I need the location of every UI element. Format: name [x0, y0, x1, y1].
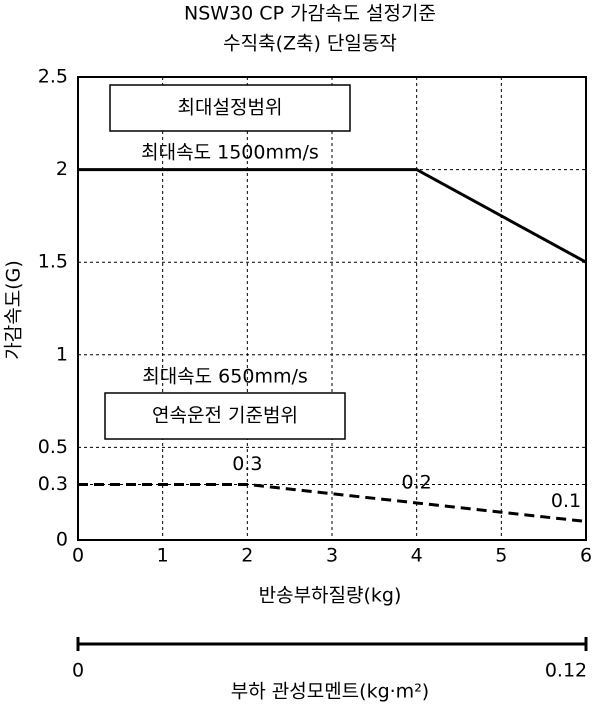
annotation-box [109, 84, 351, 132]
y-tick-label: 0.5 [38, 436, 68, 458]
annotation-box [104, 392, 346, 440]
y-tick-label: 0 [56, 529, 68, 551]
annotation: 최대속도 1500mm/s [141, 142, 319, 164]
y-tick-label: 2.5 [38, 66, 68, 88]
chart-subtitle: 수직축(Z축) 단일동작 [223, 33, 397, 55]
x-tick-label: 1 [157, 545, 169, 567]
annotation: 연속운전 기준범위 [152, 405, 298, 427]
y-axis-title: 가감속도(G) [3, 260, 25, 359]
x-tick-label: 2 [241, 545, 253, 567]
x-tick-label: 4 [411, 545, 423, 567]
data-label: 0.3 [232, 453, 262, 475]
x-tick-label: 6 [580, 545, 592, 567]
x-tick-label: 5 [495, 545, 507, 567]
annotation: 최대설정범위 [178, 97, 283, 119]
data-label: 0.1 [551, 490, 581, 512]
annotation: 최대속도 650mm/s [142, 366, 308, 388]
y-tick-label: 1.5 [38, 251, 68, 273]
x-axis-title: 반송부하질량(kg) [259, 585, 402, 607]
data-label: 0.2 [402, 471, 432, 493]
x-tick-label: 0 [72, 545, 84, 567]
y-tick-label: 1 [56, 343, 68, 365]
series-line [78, 482, 587, 523]
plot-frame [77, 76, 587, 541]
chart-title: NSW30 CP 가감속도 설정기준 [184, 3, 436, 25]
series-line [78, 168, 587, 264]
x2-tick-label: 0.12 [545, 660, 587, 682]
x2-axis-title: 부하 관성모멘트(kg·m²) [231, 681, 429, 703]
x2-tick-label: 0 [72, 660, 84, 682]
y-tick-label: 2 [56, 158, 68, 180]
x-tick-label: 3 [326, 545, 338, 567]
y-tick-label: 0.3 [38, 473, 68, 495]
